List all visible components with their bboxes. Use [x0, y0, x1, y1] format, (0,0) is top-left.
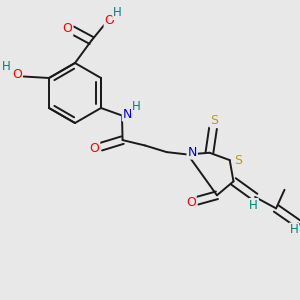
Text: O: O	[89, 142, 99, 155]
Text: H: H	[290, 224, 298, 236]
Text: H: H	[249, 199, 258, 212]
Text: H: H	[113, 6, 122, 19]
Text: O: O	[63, 22, 72, 35]
Text: S: S	[211, 114, 218, 127]
Text: O: O	[186, 196, 196, 209]
Text: O: O	[105, 14, 114, 27]
Text: S: S	[234, 154, 242, 167]
Text: O: O	[12, 68, 22, 82]
Text: N: N	[188, 146, 197, 159]
Text: N: N	[123, 107, 132, 121]
Text: H: H	[2, 59, 11, 73]
Text: H: H	[132, 100, 141, 113]
